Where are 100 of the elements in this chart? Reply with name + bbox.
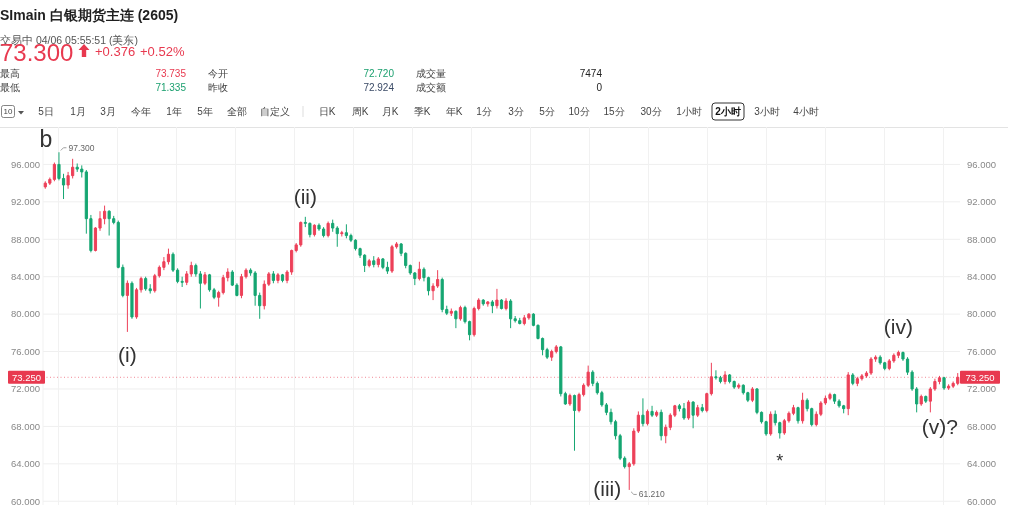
candlestick	[340, 230, 344, 237]
candlestick	[527, 312, 531, 321]
y2-tick-label: 64.000	[967, 458, 997, 470]
candlestick	[486, 300, 490, 308]
y-tick-label: 60.000	[10, 495, 40, 507]
text: 71.335	[155, 82, 187, 93]
text: 1小时	[676, 106, 702, 117]
y-tick-label: 80.000	[10, 308, 40, 320]
annotation: b	[39, 126, 53, 153]
candlestick	[942, 376, 946, 391]
candlestick	[700, 403, 704, 413]
candlestick	[490, 299, 494, 314]
candlestick	[691, 400, 695, 429]
candlestick	[919, 394, 923, 407]
y2-tick-label: 92.000	[967, 196, 997, 208]
candlestick	[924, 395, 928, 404]
text: 3分	[508, 106, 524, 117]
y2-tick-label: 88.000	[967, 233, 997, 245]
candlestick	[846, 371, 850, 416]
text: 年K	[445, 106, 463, 117]
text: 成交额	[416, 82, 446, 93]
candlestick	[664, 424, 668, 444]
text: 4小时	[793, 106, 819, 117]
annotation: (iv)	[883, 314, 913, 338]
candlestick	[390, 244, 394, 274]
candlestick	[659, 409, 663, 441]
text: +0.52%	[140, 44, 185, 59]
candlestick	[568, 393, 572, 407]
candlestick	[331, 219, 335, 233]
chart-title: SImain 白银期货主连 (2605)	[0, 7, 179, 23]
text: 1月	[70, 106, 86, 117]
candlestick	[796, 406, 800, 425]
candlestick	[481, 298, 485, 307]
candlestick	[696, 404, 700, 418]
candlestick	[449, 308, 453, 317]
candlestick	[144, 276, 148, 292]
candlestick	[385, 261, 390, 275]
candlestick	[271, 270, 275, 284]
candlestick	[655, 410, 659, 418]
annotation: *	[776, 450, 784, 471]
text: 2小时	[715, 106, 741, 117]
annotation: 97.300	[68, 142, 95, 153]
y2-tick-label: 84.000	[967, 271, 997, 283]
annotation: 61.210	[638, 489, 666, 500]
candlestick	[591, 369, 595, 387]
text: 季K	[413, 106, 431, 117]
candlestick	[572, 394, 577, 452]
candlestick	[166, 248, 171, 266]
text: 3小时	[754, 106, 780, 117]
text: 昨收	[208, 82, 228, 93]
text: 今开	[208, 68, 228, 79]
y-tick-label: 96.000	[10, 158, 40, 170]
candlestick	[125, 279, 129, 333]
candlestick	[504, 297, 508, 311]
candlestick	[509, 298, 513, 329]
text: 73.735	[155, 68, 187, 79]
text: 最低	[0, 82, 20, 93]
text: 10分	[568, 106, 590, 117]
y-tick-label: 84.000	[10, 271, 40, 283]
candlestick	[107, 209, 111, 237]
text: 最高	[0, 68, 20, 79]
y2-tick-label: 72.000	[967, 383, 997, 395]
y2-tick-label: 60.000	[967, 495, 997, 507]
candlestick	[878, 354, 882, 366]
annotation: (v)?	[921, 415, 958, 438]
candlestick	[947, 383, 951, 391]
text: 1年	[166, 106, 182, 117]
text: 3月	[100, 106, 116, 117]
candlestick	[367, 258, 371, 268]
candlestick	[308, 221, 312, 238]
y2-tick-label: 68.000	[967, 420, 997, 432]
text: 30分	[640, 106, 662, 117]
text: 7474	[579, 68, 603, 79]
text: 成交量	[416, 68, 446, 79]
candlestick	[381, 257, 385, 270]
candlestick	[185, 270, 189, 286]
y2-tick-label: 96.000	[967, 158, 997, 170]
text: 73.250	[965, 371, 995, 383]
candlestick	[869, 356, 873, 376]
candlestick	[130, 280, 134, 320]
candlestick	[896, 350, 901, 359]
text: 0	[596, 82, 603, 93]
y-tick-label: 68.000	[10, 420, 40, 432]
text: 5分	[539, 106, 555, 117]
text: 72.720	[363, 68, 395, 79]
candlestick	[321, 226, 326, 238]
candlestick	[280, 273, 285, 283]
annotation: (ii)	[293, 184, 317, 208]
text: 全部	[227, 106, 247, 117]
candlestick	[828, 392, 832, 401]
candlestick	[851, 372, 855, 386]
candlestick	[723, 370, 727, 385]
candlestick	[737, 382, 741, 390]
candlestick	[714, 369, 718, 381]
text: 自定义	[260, 106, 290, 117]
candlestick	[417, 261, 421, 281]
candlestick	[326, 221, 330, 238]
candlestick	[682, 402, 686, 421]
candlestick	[376, 256, 380, 268]
candlestick	[495, 288, 499, 310]
